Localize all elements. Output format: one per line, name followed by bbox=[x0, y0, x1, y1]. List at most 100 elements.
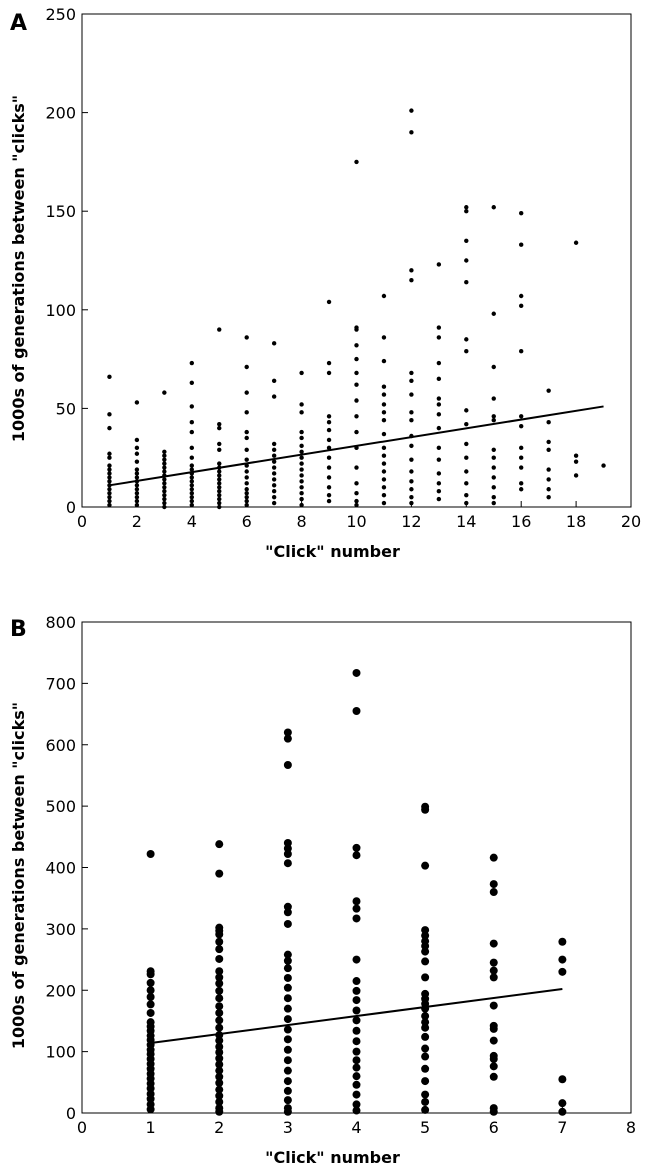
data-point bbox=[436, 496, 442, 502]
data-point bbox=[299, 455, 304, 460]
data-point bbox=[409, 443, 414, 449]
data-point bbox=[421, 1012, 430, 1021]
data-point bbox=[244, 494, 249, 500]
data-point bbox=[326, 299, 332, 305]
data-point bbox=[215, 1008, 224, 1017]
data-point bbox=[491, 455, 496, 460]
y-tick-label: 500 bbox=[45, 797, 76, 816]
data-point bbox=[352, 914, 361, 923]
data-point bbox=[189, 429, 194, 435]
data-point bbox=[271, 471, 277, 476]
data-point bbox=[409, 410, 414, 415]
data-point bbox=[491, 205, 496, 210]
data-point bbox=[283, 1025, 292, 1034]
data-point bbox=[352, 1080, 361, 1089]
data-point bbox=[421, 1032, 430, 1041]
data-point bbox=[519, 349, 524, 354]
data-point bbox=[464, 205, 469, 210]
data-point bbox=[244, 498, 249, 504]
data-point bbox=[436, 481, 442, 486]
data-point bbox=[299, 496, 304, 502]
data-point bbox=[558, 955, 567, 964]
data-point bbox=[519, 242, 524, 247]
data-point bbox=[283, 849, 292, 858]
data-point bbox=[409, 469, 414, 474]
data-point bbox=[299, 479, 304, 484]
data-point bbox=[381, 358, 387, 364]
data-point bbox=[489, 888, 498, 897]
data-point bbox=[162, 492, 167, 498]
x-tick-label: 5 bbox=[420, 1118, 430, 1137]
x-tick-label: 0 bbox=[77, 512, 87, 531]
data-point bbox=[283, 919, 292, 928]
data-point bbox=[464, 209, 469, 214]
data-point bbox=[491, 418, 496, 423]
data-point bbox=[421, 1097, 430, 1106]
data-point bbox=[283, 728, 292, 737]
data-point bbox=[283, 994, 292, 1003]
data-point bbox=[352, 668, 361, 677]
data-point bbox=[409, 418, 414, 423]
y-tick-label: 400 bbox=[45, 859, 76, 878]
data-point bbox=[421, 926, 430, 935]
data-point bbox=[283, 1004, 292, 1013]
data-point bbox=[489, 1054, 498, 1063]
data-point bbox=[244, 469, 249, 474]
data-point bbox=[283, 1056, 292, 1065]
x-tick-label: 0 bbox=[77, 1118, 87, 1137]
data-point bbox=[189, 455, 194, 460]
data-point bbox=[326, 427, 332, 433]
data-point bbox=[215, 1091, 224, 1100]
data-point bbox=[134, 498, 140, 504]
data-point bbox=[283, 838, 292, 847]
data-point bbox=[283, 1066, 292, 1075]
data-point bbox=[217, 481, 222, 486]
y-tick-label: 200 bbox=[45, 981, 76, 1000]
data-point bbox=[491, 396, 496, 401]
data-point bbox=[134, 502, 140, 508]
data-point bbox=[464, 408, 469, 413]
data-point bbox=[189, 445, 194, 451]
data-point bbox=[107, 502, 112, 508]
data-point bbox=[381, 469, 387, 474]
data-point bbox=[352, 1072, 361, 1081]
data-point bbox=[162, 489, 167, 494]
x-tick-label: 3 bbox=[283, 1118, 293, 1137]
data-point bbox=[352, 955, 361, 964]
panel-letter: A bbox=[10, 11, 27, 36]
data-point bbox=[162, 390, 167, 395]
data-point bbox=[491, 485, 496, 490]
x-tick-label: 8 bbox=[626, 1118, 636, 1137]
data-point bbox=[352, 986, 361, 995]
data-point bbox=[244, 390, 249, 395]
y-tick-label: 100 bbox=[45, 1043, 76, 1062]
x-tick-label: 2 bbox=[132, 512, 142, 531]
data-point bbox=[189, 490, 194, 496]
data-point bbox=[107, 479, 112, 484]
data-point bbox=[134, 494, 140, 500]
data-point bbox=[217, 327, 222, 332]
data-point bbox=[283, 1035, 292, 1044]
data-point bbox=[489, 1062, 498, 1071]
panel-a: 0 2 4 6 8 10 12 14 16 18 20050100150200250"Click" … bbox=[9, 5, 641, 561]
data-point bbox=[244, 475, 249, 480]
data-point bbox=[134, 400, 140, 405]
data-point bbox=[283, 973, 292, 982]
data-point bbox=[162, 485, 167, 490]
x-axis-title: "Click" number bbox=[265, 542, 400, 561]
panel-b: 0 1 2 3 4 5 6 7 8 0 100 200 300 400 500 600 700 800 "Click… bbox=[9, 613, 636, 1167]
trend-line bbox=[150, 988, 563, 1045]
data-point bbox=[381, 293, 387, 299]
data-point bbox=[215, 937, 224, 946]
data-point bbox=[326, 492, 332, 498]
data-point bbox=[283, 761, 292, 770]
data-point bbox=[283, 1077, 292, 1086]
y-tick-label: 200 bbox=[45, 104, 76, 123]
data-point bbox=[215, 1054, 224, 1063]
data-point bbox=[326, 414, 332, 419]
data-point bbox=[146, 986, 155, 995]
data-point bbox=[519, 210, 524, 216]
x-tick-label: 7 bbox=[557, 1118, 567, 1137]
data-point bbox=[352, 1047, 361, 1056]
data-point bbox=[146, 1094, 155, 1103]
